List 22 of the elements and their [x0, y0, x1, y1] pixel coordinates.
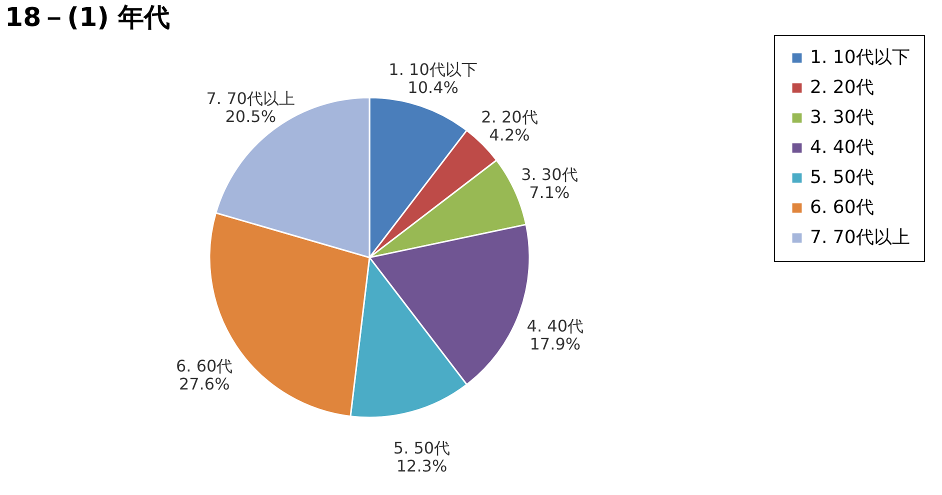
slice-label: 3. 30代 — [521, 164, 578, 184]
slice-label: 6. 60代 — [176, 356, 233, 376]
slice-label: 4. 40代 — [526, 316, 584, 336]
slice-label: 5. 50代 — [393, 438, 450, 458]
data-label: 4.2% — [489, 125, 530, 144]
data-label: 10.4% — [408, 78, 458, 97]
legend-label: 7. 70代以上 — [810, 227, 910, 248]
slice-label: 1. 10代以下 — [388, 60, 478, 79]
slice-label: 7. 70代以上 — [206, 89, 295, 108]
data-label: 7.1% — [529, 182, 570, 202]
legend-label: 1. 10代以下 — [810, 47, 910, 68]
legend-label: 6. 60代 — [810, 197, 874, 218]
data-label: 20.5% — [225, 107, 276, 126]
slice-label: 2. 20代 — [481, 107, 538, 126]
data-label: 12.3% — [396, 456, 448, 476]
legend-label: 5. 50代 — [810, 167, 874, 188]
legend-label: 2. 20代 — [810, 77, 874, 98]
data-label: 17.9% — [530, 334, 581, 354]
data-label: 27.6% — [178, 374, 230, 394]
legend-label: 4. 40代 — [810, 137, 874, 158]
chart-title: 18－(1) 年代 — [5, 3, 170, 33]
legend-label: 3. 30代 — [810, 107, 874, 128]
